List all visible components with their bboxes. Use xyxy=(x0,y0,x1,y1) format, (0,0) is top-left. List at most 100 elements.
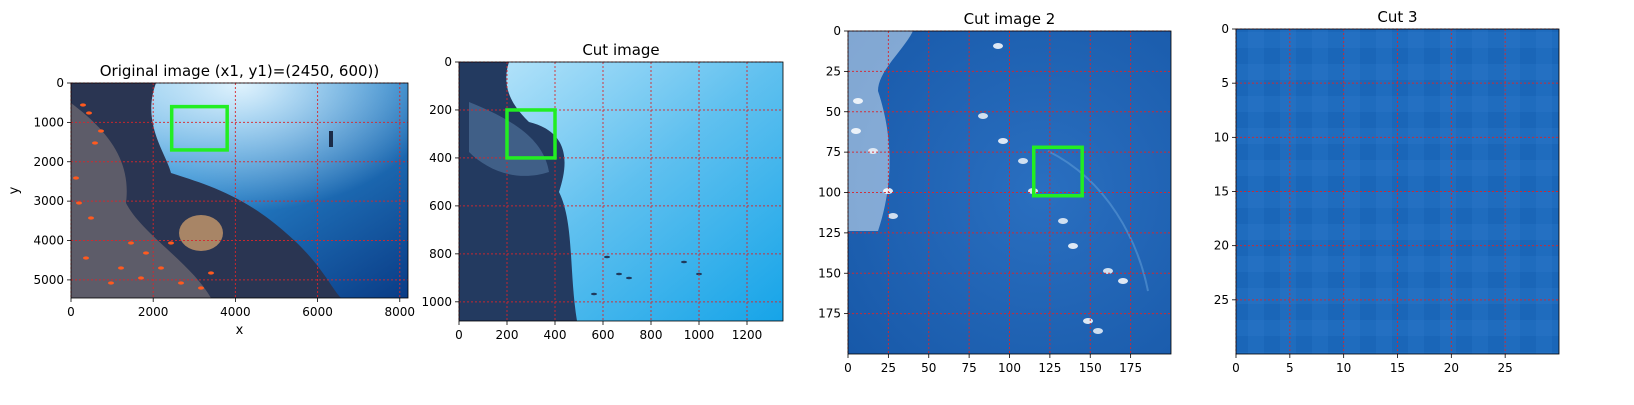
axes-frame xyxy=(70,82,409,299)
fish xyxy=(128,241,134,245)
panel-3: 0 25 50 75 100 125 150 175 0 25 50 75 100 125 150 175 Cu… xyxy=(818,10,1172,375)
x-tick-label: 0 xyxy=(67,305,75,319)
fish xyxy=(118,266,124,270)
y-tick-label: 20 xyxy=(1214,239,1229,253)
panel-3-image-content xyxy=(848,31,1149,334)
y-tick-label: 100 xyxy=(818,186,841,200)
panel-1: 0 2000 4000 6000 8000 0 1000 2000 3000 4000 5000 Or… xyxy=(7,62,415,338)
y-tick-label: 50 xyxy=(826,105,841,119)
y-tick-label: 400 xyxy=(429,151,452,165)
x-tick-label: 6000 xyxy=(302,305,333,319)
x-tick-label: 0 xyxy=(1232,361,1240,375)
y-tick-label: 175 xyxy=(818,307,841,321)
x-tick-label: 75 xyxy=(961,361,976,375)
diver-figure xyxy=(329,131,333,147)
x-tick-label: 1200 xyxy=(732,328,763,342)
y-tick-label: 5000 xyxy=(33,273,64,287)
roi-rectangle xyxy=(505,108,557,160)
y-tick-label: 2000 xyxy=(33,155,64,169)
coral-fan xyxy=(179,215,223,251)
panel-1-image-content xyxy=(71,83,408,298)
sparkle xyxy=(1068,243,1078,249)
x-tick-label: 400 xyxy=(544,328,567,342)
fish xyxy=(92,141,98,145)
y-tick-label: 1000 xyxy=(421,295,452,309)
fish xyxy=(88,216,94,220)
sparkle xyxy=(978,113,988,119)
x-tick-label: 200 xyxy=(496,328,519,342)
sparkle xyxy=(851,128,861,134)
x-tick-label: 0 xyxy=(455,328,463,342)
fish xyxy=(681,260,687,264)
y-tick-label: 15 xyxy=(1214,185,1229,199)
x-tick-label: 800 xyxy=(640,328,663,342)
y-tick-label: 150 xyxy=(818,266,841,280)
x-tick-label: 1000 xyxy=(684,328,715,342)
sparkle xyxy=(1093,328,1103,334)
fish xyxy=(83,256,89,260)
sparkle xyxy=(1118,278,1128,284)
fish xyxy=(198,286,204,290)
coral-highlights xyxy=(71,103,211,298)
x-tick-label: 20 xyxy=(1444,361,1459,375)
y-tick-label: 125 xyxy=(818,226,841,240)
fish xyxy=(591,292,597,296)
x-tick-label: 15 xyxy=(1390,361,1405,375)
sparkle xyxy=(1018,158,1028,164)
fish xyxy=(86,111,92,115)
roi-rectangle xyxy=(169,104,229,152)
fish xyxy=(138,276,144,280)
panel-4: 0 5 10 15 20 25 0 5 10 15 20 25 Cut 3 xyxy=(1214,8,1560,375)
x-tick-label: 25 xyxy=(1498,361,1513,375)
y-tick-label: 75 xyxy=(826,145,841,159)
fish xyxy=(76,201,82,205)
y-tick-label: 800 xyxy=(429,247,452,261)
panel-title: Cut image 2 xyxy=(964,10,1056,28)
y-tick-label: 3000 xyxy=(33,194,64,208)
sparkle xyxy=(888,213,898,219)
x-tick-label: 25 xyxy=(881,361,896,375)
sparkle xyxy=(853,98,863,104)
panel-title: Cut image xyxy=(582,41,659,59)
x-tick-label: 100 xyxy=(998,361,1021,375)
x-tick-label: 600 xyxy=(592,328,615,342)
x-axis-label: x xyxy=(236,323,244,338)
y-axis-label: y xyxy=(7,186,22,194)
x-tick-label: 2000 xyxy=(138,305,169,319)
sparkle xyxy=(868,148,878,154)
sparkle xyxy=(1103,268,1113,274)
y-tick-label: 4000 xyxy=(33,234,64,248)
x-tick-label: 150 xyxy=(1079,361,1102,375)
fish xyxy=(626,276,632,280)
sparkle xyxy=(998,138,1008,144)
x-tick-label: 125 xyxy=(1038,361,1061,375)
x-tick-label: 10 xyxy=(1336,361,1351,375)
y-tick-label: 200 xyxy=(429,103,452,117)
axes-frame xyxy=(458,61,784,322)
x-tick-label: 4000 xyxy=(220,305,251,319)
fish xyxy=(158,266,164,270)
fish xyxy=(178,281,184,285)
fish xyxy=(604,255,610,259)
fish xyxy=(168,241,174,245)
roi-rectangle xyxy=(1031,145,1084,198)
fish xyxy=(108,281,114,285)
panel-2: 0 200 400 600 800 1000 1200 0 200 400 600 800 1000 Cu… xyxy=(421,41,784,342)
y-tick-label: 0 xyxy=(1221,22,1229,36)
x-tick-label: 0 xyxy=(844,361,852,375)
x-tick-label: 8000 xyxy=(385,305,416,319)
reef-edge xyxy=(848,31,913,231)
x-tick-label: 5 xyxy=(1286,361,1294,375)
current-line xyxy=(1047,150,1149,292)
fish xyxy=(98,129,104,133)
fish xyxy=(80,103,86,107)
y-tick-label: 10 xyxy=(1214,130,1229,144)
y-tick-label: 600 xyxy=(429,199,452,213)
y-tick-label: 0 xyxy=(56,76,64,90)
y-tick-label: 25 xyxy=(826,64,841,78)
y-tick-label: 0 xyxy=(833,24,841,38)
sparkle xyxy=(1058,218,1068,224)
fish xyxy=(616,272,622,276)
y-tick-label: 5 xyxy=(1221,76,1229,90)
fish xyxy=(73,176,79,180)
